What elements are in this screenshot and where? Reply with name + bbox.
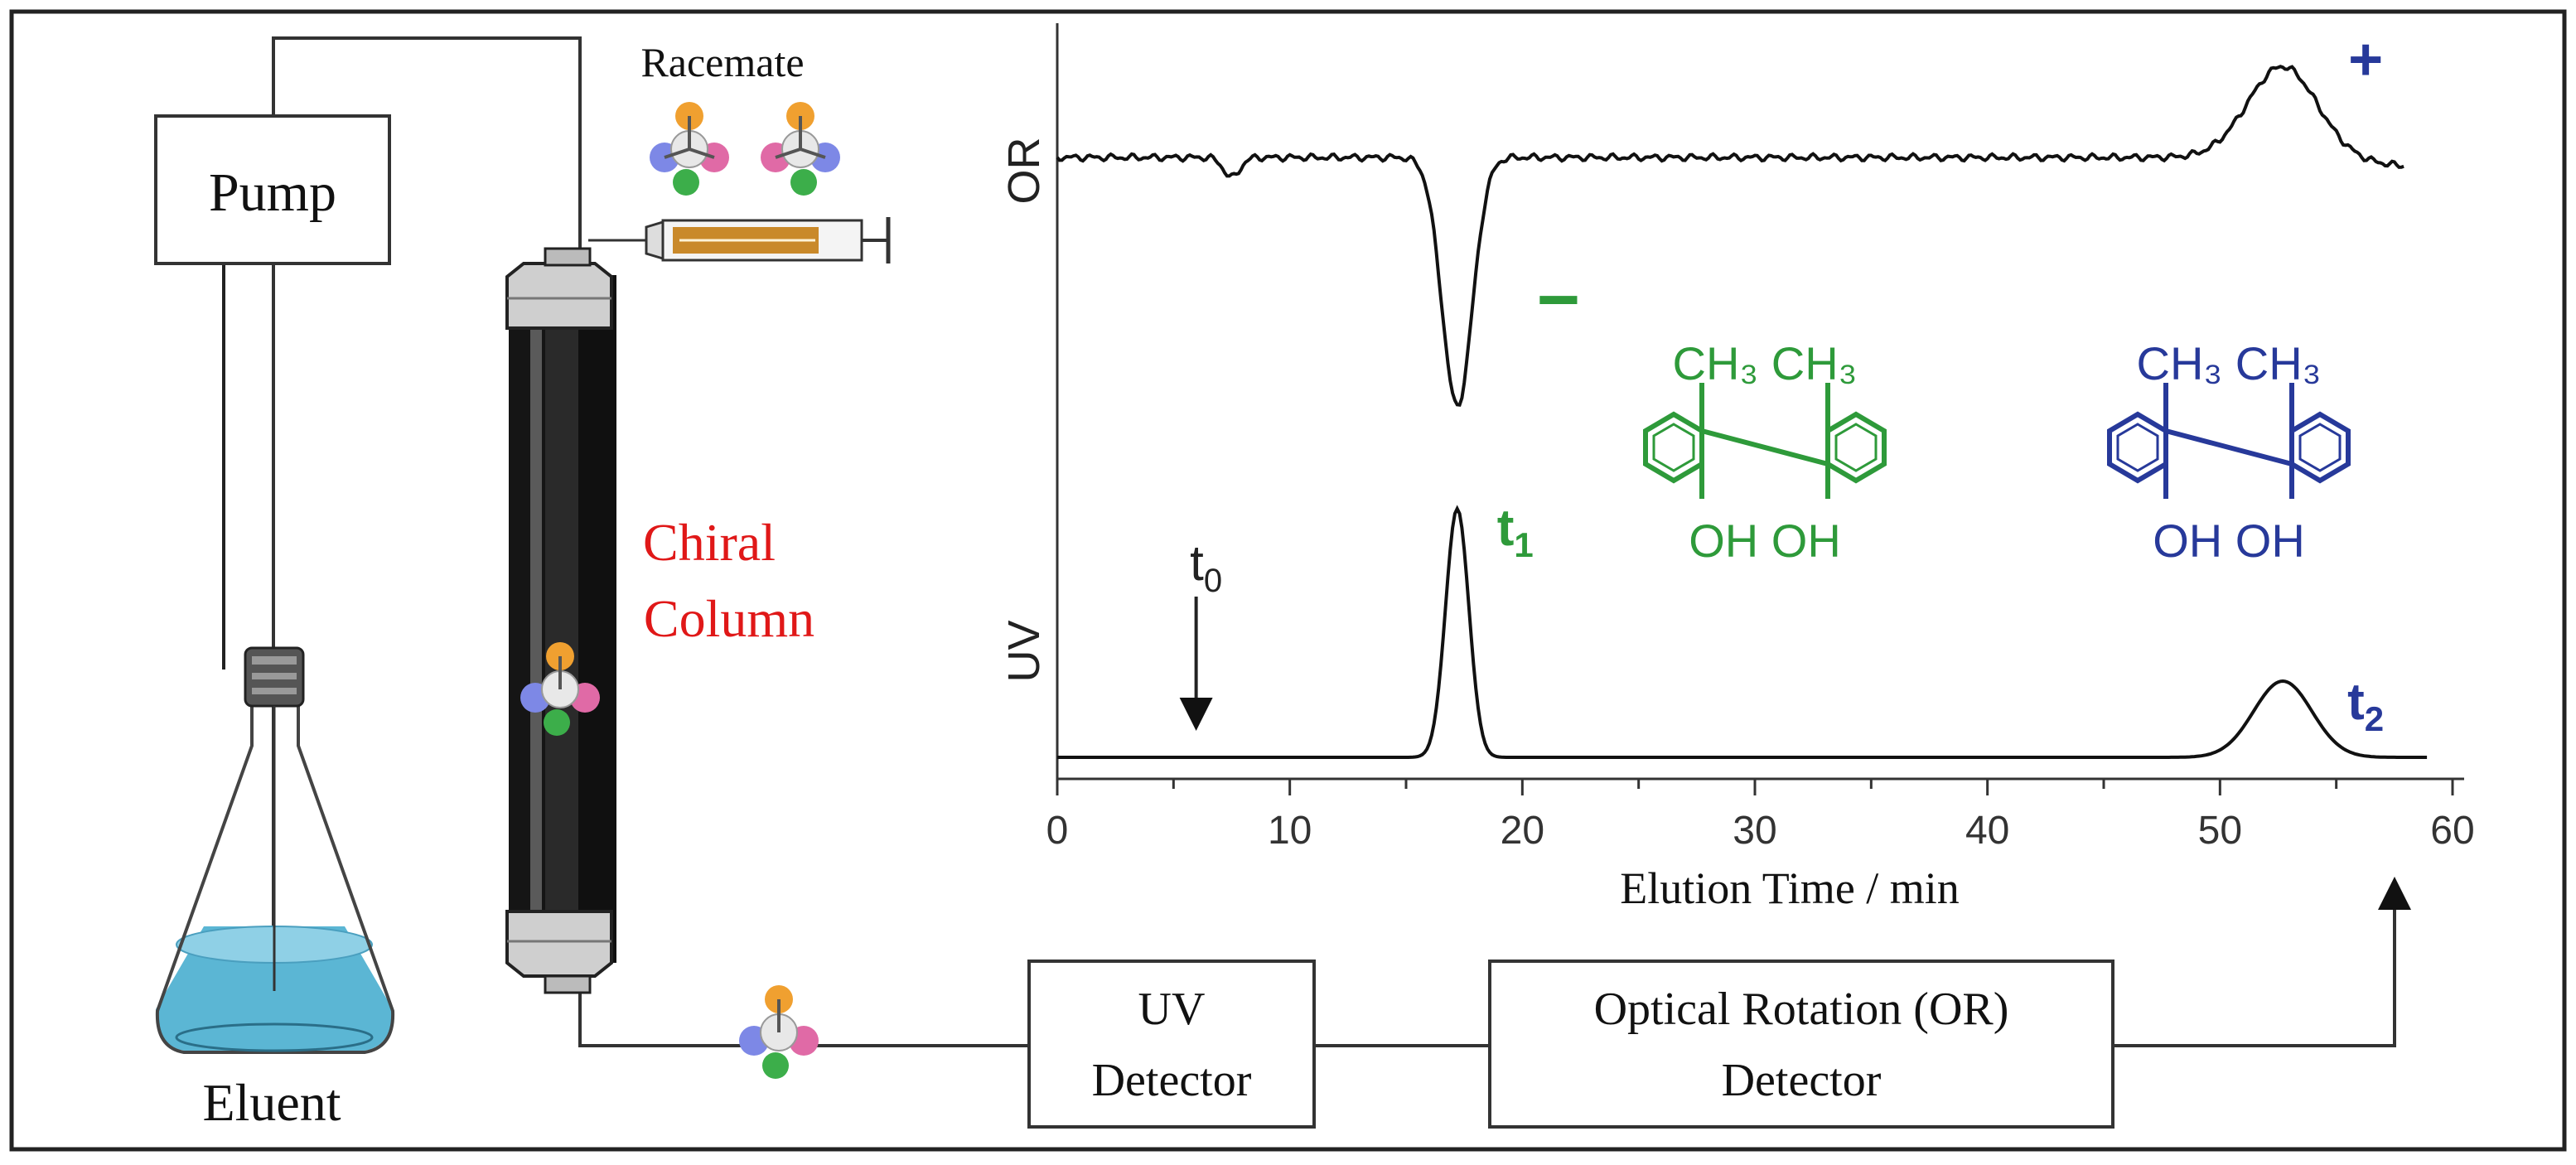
racemate-molecule-1 xyxy=(650,102,729,196)
uv-detector-label-line1: UV xyxy=(1138,984,1206,1035)
chromatogram: 0 10 20 30 40 50 60 OR UV Elution Time / min −… xyxy=(999,23,2475,913)
enantiomer-1-bottom-label: OH OH xyxy=(1689,515,1841,567)
chiral-column xyxy=(505,247,616,994)
racemate-molecule-2 xyxy=(761,102,840,196)
x-tick-label: 30 xyxy=(1733,809,1776,853)
or-detector-label-line1: Optical Rotation (OR) xyxy=(1594,984,2009,1035)
enantiomer-1-structure: CH₃ CH₃ OH OH xyxy=(1643,337,1887,567)
uv-detector-label-line2: Detector xyxy=(1092,1055,1252,1106)
syringe xyxy=(588,217,891,263)
uv-axis-label: UV xyxy=(999,620,1049,682)
or-trace-line xyxy=(1056,65,2404,407)
x-tick-label: 50 xyxy=(2198,809,2242,853)
x-tick-label: 20 xyxy=(1501,809,1544,853)
x-tick-label: 60 xyxy=(2430,809,2474,853)
or-detector-box: Optical Rotation (OR) Detector xyxy=(1488,960,2114,1129)
transit-molecule xyxy=(739,985,819,1079)
x-axis-ticks: 0 10 20 30 40 50 60 xyxy=(1046,779,2475,853)
eluent-flask: Eluent xyxy=(155,646,395,1132)
or-negative-sign: − xyxy=(1536,259,1580,341)
x-axis-title: Elution Time / min xyxy=(1620,863,1960,913)
x-tick-label: 10 xyxy=(1268,809,1312,853)
peak-label-t2: t2 xyxy=(2347,674,2384,738)
enantiomer-2-structure: CH₃ CH₃ OH OH xyxy=(2107,337,2351,567)
pump-box: Pump xyxy=(154,114,391,265)
outer-frame xyxy=(9,9,2567,1152)
enantiomer-2-top-label: CH₃ CH₃ xyxy=(2137,337,2322,389)
peak-label-t1: t1 xyxy=(1497,500,1534,564)
chiral-column-label-line1: Chiral xyxy=(643,513,776,572)
enantiomer-2-bottom-label: OH OH xyxy=(2153,515,2305,567)
racemate-label: Racemate xyxy=(640,39,804,85)
dead-time-label: t0 xyxy=(1190,535,1222,599)
flask-base xyxy=(175,1022,374,1052)
x-tick-label: 0 xyxy=(1046,809,1069,853)
x-tick-label: 40 xyxy=(1965,809,2009,853)
dead-time-marker: t0 xyxy=(1179,535,1222,731)
chiral-column-label-line2: Column xyxy=(644,589,814,648)
uv-detector-box: UV Detector xyxy=(1027,960,1316,1129)
eluent-label: Eluent xyxy=(202,1073,341,1132)
column-molecule xyxy=(520,642,600,736)
or-positive-sign: + xyxy=(2348,27,2383,93)
uv-trace-line xyxy=(1057,505,2428,759)
flask-body xyxy=(155,703,395,1054)
enantiomer-1-top-label: CH₃ CH₃ xyxy=(1673,337,1858,389)
or-axis-label: OR xyxy=(999,138,1049,205)
pump-label: Pump xyxy=(209,162,336,223)
or-detector-label-line2: Detector xyxy=(1722,1055,1882,1106)
